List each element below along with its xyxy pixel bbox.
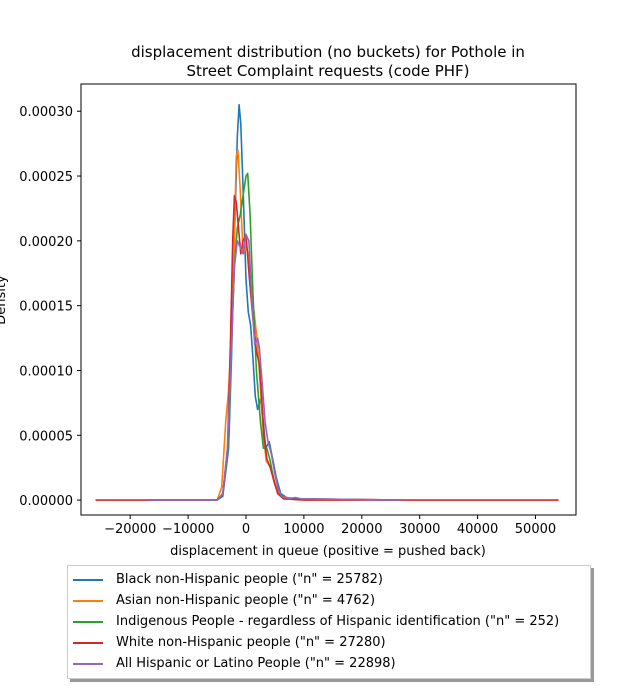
x-tick-label: 50000 (515, 522, 556, 537)
series-line-4 (95, 194, 559, 501)
legend-swatch (73, 599, 103, 602)
x-tick-label: 20000 (341, 522, 382, 537)
legend-item-3: Indigenous People - regardless of Hispan… (68, 611, 590, 632)
chart-title-line-2: Street Complaint requests (code PHF) (186, 62, 469, 80)
legend: Black non-Hispanic people ("n" = 25782) A… (67, 565, 591, 679)
x-tick-label: 10000 (283, 522, 324, 537)
series-line-2 (147, 149, 403, 501)
legend-item-1: Black non-Hispanic people ("n" = 25782) (68, 569, 590, 590)
y-tick-label: 0.00010 (19, 364, 73, 379)
series-line-1 (147, 103, 403, 501)
x-tick-label: 0 (242, 522, 250, 537)
legend-swatch (73, 662, 103, 665)
chart: displacement distribution (no buckets) f… (0, 43, 577, 559)
legend-swatch (73, 578, 103, 581)
legend-swatch (73, 620, 103, 623)
x-tick-label: −10000 (162, 522, 214, 537)
legend-swatch (73, 641, 103, 644)
x-tick-label: 30000 (399, 522, 440, 537)
series-line-3 (147, 172, 403, 501)
y-tick-label: 0.00015 (19, 300, 73, 315)
y-tick-label: 0.00030 (19, 105, 73, 120)
x-axis-label: displacement in queue (positive = pushed… (170, 544, 486, 559)
plot-frame (80, 83, 577, 516)
x-tick-label: −20000 (104, 522, 156, 537)
chart-title-line-1: displacement distribution (no buckets) f… (131, 43, 525, 61)
legend-label: Indigenous People - regardless of Hispan… (116, 614, 560, 629)
x-tick-label: 40000 (457, 522, 498, 537)
legend-label: White non-Hispanic people ("n" = 27280) (116, 635, 386, 650)
y-tick-label: 0.00020 (19, 235, 73, 250)
legend-item-5: All Hispanic or Latino People ("n" = 228… (68, 653, 590, 674)
legend-label: Asian non-Hispanic people ("n" = 4762) (116, 593, 376, 608)
legend-item-2: Asian non-Hispanic people ("n" = 4762) (68, 590, 590, 611)
legend-item-4: White non-Hispanic people ("n" = 27280) (68, 632, 590, 653)
y-tick-label: 0.00025 (19, 170, 73, 185)
plot-area: −20000 −10000 0 10000 20000 30000 40000 50000 0.… (19, 83, 577, 537)
y-tick-label: 0.00005 (19, 429, 73, 444)
series-line-5 (147, 233, 403, 501)
legend-label: Black non-Hispanic people ("n" = 25782) (116, 572, 383, 587)
y-tick-label: 0.00000 (19, 494, 73, 509)
y-axis-label: Density (0, 275, 9, 325)
legend-label: All Hispanic or Latino People ("n" = 228… (116, 656, 396, 671)
